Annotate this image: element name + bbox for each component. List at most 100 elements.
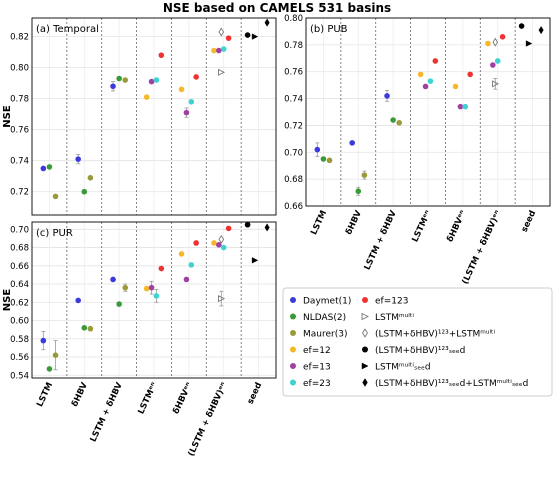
data-point xyxy=(75,297,81,304)
data-point xyxy=(46,164,53,170)
data-point xyxy=(490,62,496,68)
data-point xyxy=(110,83,116,90)
x-tick-label: δHBVᵉⁿ xyxy=(171,381,194,416)
data-point xyxy=(218,27,225,37)
data-point xyxy=(81,188,88,195)
plot-frame xyxy=(305,17,551,207)
data-point xyxy=(220,46,227,52)
data-point xyxy=(46,366,53,372)
y-tick-label: 0.66 xyxy=(10,262,29,272)
legend-frame xyxy=(282,287,553,397)
data-point xyxy=(211,240,217,246)
data-point xyxy=(494,58,501,64)
y-tick-label: 0.62 xyxy=(10,298,29,308)
y-tick-label: 0.58 xyxy=(10,335,29,345)
x-tick-label: LSTMᵉⁿ xyxy=(410,209,433,244)
y-tick-label: 0.74 xyxy=(10,157,29,167)
data-point xyxy=(158,52,165,59)
data-point xyxy=(116,75,122,82)
y-tick-label: 0.76 xyxy=(10,126,29,136)
data-point xyxy=(178,86,185,93)
data-point xyxy=(427,78,434,84)
data-point xyxy=(467,71,473,78)
y-tick-label: 0.64 xyxy=(10,280,29,290)
data-point xyxy=(158,265,165,272)
data-point xyxy=(40,165,47,172)
data-point xyxy=(525,40,533,47)
legend-entry: ef=23 xyxy=(290,379,331,389)
panel-1: 0.66 0.68 0.70 0.72 0.74 0.76 0.78 0.80 (b) PUB L… xyxy=(284,14,551,286)
data-point xyxy=(264,223,270,232)
panel-0: 0.72 0.74 0.76 0.78 0.80 0.82 (a) Temporal NSE xyxy=(2,17,277,216)
panel-title: (c) PUR xyxy=(36,228,73,239)
legend-marker xyxy=(290,346,296,353)
data-point xyxy=(264,18,270,27)
legend-entry: ef=123 xyxy=(362,297,408,307)
data-point xyxy=(87,174,94,181)
data-point xyxy=(361,172,368,178)
data-point xyxy=(211,47,217,54)
legend-marker xyxy=(290,313,296,320)
data-point xyxy=(87,325,94,332)
data-point xyxy=(52,193,59,200)
y-axis-label: NSE xyxy=(2,105,13,128)
legend-entry: (LSTM+δHBV)¹²³ₛₑₑd+LSTMᵐᵘˡᵗⁱₛₑₑd xyxy=(362,378,528,389)
data-point xyxy=(122,77,129,83)
legend-marker xyxy=(362,328,368,338)
y-tick-label: 0.78 xyxy=(284,41,303,51)
legend-marker xyxy=(362,297,368,303)
data-point xyxy=(122,284,129,291)
data-point xyxy=(183,109,190,116)
y-tick-label: 0.68 xyxy=(284,175,303,185)
data-point xyxy=(452,83,459,90)
data-point xyxy=(153,293,160,299)
legend-label: NLDAS(2) xyxy=(303,313,346,323)
data-point xyxy=(153,77,160,83)
data-point xyxy=(116,301,122,307)
x-tick-label: seed xyxy=(520,209,539,234)
data-point xyxy=(485,40,491,47)
data-point xyxy=(538,25,544,35)
data-point xyxy=(218,234,225,244)
legend: Daymet(1) NLDAS(2) Maurer(3) ef=12 ef=13 ef=2… xyxy=(282,287,553,397)
y-axis-label: NSE xyxy=(2,289,13,312)
data-point xyxy=(320,156,327,162)
y-tick-label: 0.74 xyxy=(284,95,303,105)
x-tick-label: (LSTM + δHBV)ᵉⁿ xyxy=(186,381,229,458)
data-point xyxy=(518,23,525,29)
data-point xyxy=(422,83,429,90)
data-point xyxy=(349,140,355,146)
x-tick-label: LSTM + δHBV xyxy=(363,209,400,272)
plot-frame xyxy=(31,17,277,216)
y-tick-label: 0.72 xyxy=(284,121,303,131)
y-tick-label: 0.82 xyxy=(10,33,29,43)
data-point xyxy=(384,93,390,99)
data-point xyxy=(457,103,464,110)
data-point xyxy=(40,337,47,344)
x-tick-label: δHBV xyxy=(70,381,90,409)
data-point xyxy=(148,284,155,291)
y-tick-label: 0.66 xyxy=(284,202,303,212)
data-point xyxy=(432,58,439,64)
legend-marker xyxy=(361,312,370,321)
x-tick-label: seed xyxy=(246,381,265,406)
y-tick-label: 0.54 xyxy=(10,371,29,381)
legend-marker xyxy=(361,362,369,370)
panel-title: (a) Temporal xyxy=(36,24,99,35)
legend-entry: ef=12 xyxy=(290,346,331,356)
y-tick-label: 0.56 xyxy=(10,353,29,363)
x-tick-label: LSTMᵉⁿ xyxy=(136,381,159,416)
data-point xyxy=(143,285,150,292)
legend-entry: Daymet(1) xyxy=(290,297,351,307)
x-tick-label: (LSTM + δHBV)ᵉⁿ xyxy=(460,209,503,286)
data-point xyxy=(492,80,500,88)
legend-label: LSTMᵐᵘˡᵗⁱ xyxy=(375,313,414,323)
legend-marker xyxy=(290,297,296,303)
data-point xyxy=(244,221,251,228)
data-point xyxy=(225,225,232,232)
legend-entry: LSTMᵐᵘˡᵗⁱₛₑₑd xyxy=(361,362,431,373)
data-point xyxy=(188,262,195,268)
data-point xyxy=(193,74,199,80)
y-tick-label: 0.70 xyxy=(10,225,29,235)
y-tick-label: 0.68 xyxy=(10,244,29,254)
